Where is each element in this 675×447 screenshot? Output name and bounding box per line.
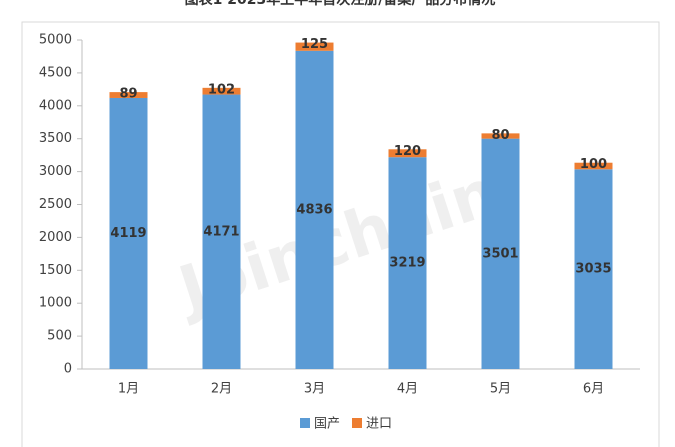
legend-swatch [300,418,310,428]
value-label: 125 [301,37,328,52]
chart-title: 图表1 2023年上半年首次注册/备案产品分布情况 [185,0,496,8]
bar-segment [109,92,148,98]
y-tick-label: 1000 [39,296,72,311]
value-label: 120 [394,144,421,159]
value-label: 4836 [296,202,332,217]
y-tick-label: 2000 [39,230,72,245]
bar-segment [109,97,148,370]
x-tick-label: 1月 [118,382,139,397]
y-tick-label: 3000 [39,164,72,179]
value-label: 3501 [482,246,518,261]
bar-segment [202,94,241,369]
x-tick-label: 2月 [211,382,232,397]
value-label: 3035 [575,262,611,277]
bar-segment [481,138,520,369]
value-label: 4119 [110,226,146,241]
y-tick-label: 0 [64,362,72,377]
value-label: 3219 [389,256,425,271]
chart-frame [21,21,660,447]
bar-segment [295,42,334,51]
y-tick-label: 4500 [39,65,72,80]
y-tick-label: 1500 [39,263,72,278]
legend-label: 进口 [366,417,392,432]
x-tick-label: 5月 [490,382,511,397]
bar-segment [295,50,334,369]
bar-segment [574,169,613,369]
legend-label: 国产 [314,417,340,432]
y-tick-label: 2500 [39,197,72,212]
y-tick-label: 5000 [39,33,72,48]
bar-segment [202,87,241,95]
bar-segment [481,133,520,139]
value-label: 80 [491,128,509,143]
value-label: 100 [580,157,607,172]
bar-segment [388,157,427,369]
value-label: 4171 [203,224,239,239]
y-tick-label: 3500 [39,131,72,146]
bar-segment [574,162,613,170]
x-tick-label: 4月 [397,382,418,397]
x-tick-label: 3月 [304,382,325,397]
value-label: 102 [208,82,235,97]
value-label: 89 [119,87,137,102]
bar-segment [388,149,427,158]
y-tick-label: 4000 [39,98,72,113]
x-tick-label: 6月 [583,382,604,397]
legend-swatch [352,418,362,428]
y-tick-label: 500 [47,329,72,344]
